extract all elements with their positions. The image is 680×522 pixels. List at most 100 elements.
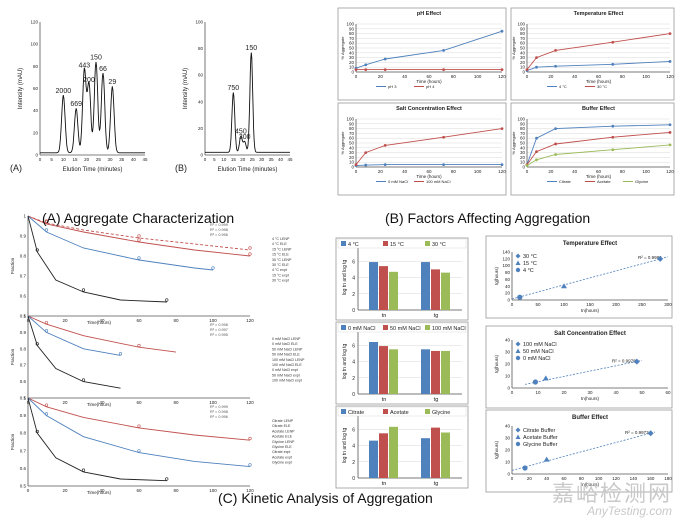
b3-point xyxy=(500,127,504,130)
e1-y-tick: 40 xyxy=(505,284,511,289)
e3-point-triangle xyxy=(543,456,550,462)
b4-point xyxy=(611,148,615,152)
e2-r2-label: R² = 0.9978 xyxy=(612,358,636,363)
e2-point-triangle xyxy=(542,375,549,381)
b4-y-tick: 40 xyxy=(520,145,526,150)
b2-y-label: % Aggregate xyxy=(511,36,516,60)
c1-legend-label: 4 °C ELE xyxy=(272,242,287,246)
b3-legend-label: 0 mM NaCl xyxy=(388,179,408,184)
c1-y-label: Fraction xyxy=(10,257,15,274)
b2-y-tick: 90 xyxy=(520,26,526,31)
d2-category-label: tg xyxy=(434,397,439,403)
e1-title: Temperature Effect xyxy=(563,241,617,247)
e3-fit-line xyxy=(511,431,656,471)
b2-y-tick: 50 xyxy=(520,46,526,51)
e1-point-diamond xyxy=(657,255,664,262)
e3-x-tick: 100 xyxy=(595,476,603,481)
b1-x-tick: 120 xyxy=(498,74,506,79)
e1-point-circle xyxy=(517,294,523,300)
b1-point xyxy=(442,68,445,71)
a1-peak-label: 669 xyxy=(70,101,82,108)
a2-peak-label: 750 xyxy=(227,85,239,92)
c1-legend-label: 15 °C LENP xyxy=(272,247,292,251)
a2-y-tick: 100 xyxy=(195,20,203,25)
e2-x-tick: 30 xyxy=(587,390,593,395)
c1-expt-point xyxy=(165,298,169,302)
b1-y-tick: 90 xyxy=(349,26,355,31)
caption-kinetic-analysis: (C) Kinetic Analysis of Aggregation xyxy=(218,490,433,506)
c1-fit-label: R² = 0.999 xyxy=(210,223,228,227)
a1-y-tick: 20 xyxy=(33,130,39,135)
b2-point xyxy=(535,65,538,69)
b3-y-tick: 30 xyxy=(349,150,355,155)
b4-y-tick: 100 xyxy=(517,117,525,122)
b3-point xyxy=(364,151,368,155)
a1-x-tick: 25 xyxy=(96,157,102,162)
e1-y-tick: 60 xyxy=(505,277,511,282)
c3-x-tick: 60 xyxy=(136,488,142,493)
c2-legend-label: 0 mM NaCl LENP xyxy=(272,337,301,341)
b1-y-tick: 10 xyxy=(349,65,355,70)
e1-point-triangle xyxy=(561,283,567,289)
c2-expt-point xyxy=(35,342,39,346)
c2-legend-label: 0 mM NaCl expt xyxy=(272,368,298,372)
a1-x-label: Elution Time (minutes) xyxy=(63,167,123,173)
d3-legend-swatch xyxy=(425,409,430,414)
c1-y-tick: 0.9 xyxy=(20,234,27,239)
b1-frame xyxy=(337,7,507,101)
b4-frame xyxy=(510,102,675,196)
e2-fit-line xyxy=(524,360,643,385)
e3-point-circle xyxy=(522,465,528,471)
d3-legend-box xyxy=(337,406,467,417)
watermark-line1: 嘉峪检测网 xyxy=(551,481,672,507)
e1-x-tick: 150 xyxy=(586,302,594,307)
d2-legend-box xyxy=(337,322,467,333)
e2-y-tick: 40 xyxy=(505,338,511,343)
c2-x-tick: 100 xyxy=(209,400,217,405)
a2-x-tick: 0 xyxy=(204,157,207,162)
e2-frame xyxy=(485,325,673,409)
d3-bar xyxy=(441,432,450,478)
d2-bar xyxy=(441,350,450,394)
e3-legend-label: Citrate Buffer xyxy=(523,428,555,434)
b1-y-tick: 100 xyxy=(346,22,354,27)
d1-category-label: tn xyxy=(382,313,387,319)
e2-x-tick: 0 xyxy=(511,390,514,395)
e3-x-tick: 160 xyxy=(647,476,655,481)
b1-point xyxy=(364,63,368,67)
e2-legend-marker xyxy=(515,348,521,353)
c3-expt-point xyxy=(35,429,39,434)
e3-x-tick: 80 xyxy=(579,476,585,481)
a1-peak-label: 29 xyxy=(108,79,116,86)
b2-legend-label: 30 °C xyxy=(597,84,607,89)
e1-x-tick: 300 xyxy=(664,302,672,307)
d1-y-label: log tn and log tg xyxy=(342,259,348,295)
a1-x-tick: 15 xyxy=(72,157,78,162)
e2-y-tick: 0 xyxy=(507,386,510,391)
c2-fit-curve xyxy=(27,315,121,389)
b1-y-tick: 80 xyxy=(349,31,355,36)
c1-fit-curve xyxy=(27,215,167,303)
b4-x-tick: 20 xyxy=(548,169,554,174)
e2-y-tick: 20 xyxy=(505,362,511,367)
c2-fit-label: R² = 0.997 xyxy=(210,328,228,332)
d3-y-tick: 6 xyxy=(352,427,355,433)
d2-legend-label: 100 mM NaCl xyxy=(432,326,466,332)
b4-point xyxy=(554,127,557,130)
b1-point xyxy=(500,68,504,71)
e1-y-tick: 140 xyxy=(502,250,510,255)
d3-category-label: tg xyxy=(434,481,439,487)
b3-x-tick: 100 xyxy=(474,169,482,174)
d1-legend-label: 30 °C xyxy=(432,242,446,248)
b1-point xyxy=(383,57,387,61)
c3-fit-label: R² = 0.999 xyxy=(210,405,228,409)
c3-y-tick: 0.6 xyxy=(20,466,27,471)
a1-x-tick: 45 xyxy=(142,157,148,162)
c2-legend-label: 50 mM NaCl expt xyxy=(272,373,300,377)
e1-x-tick: 100 xyxy=(560,302,568,307)
c2-fit-label: R² = 0.998 xyxy=(210,323,228,327)
d2-category-label: tn xyxy=(382,397,387,403)
c1-legend-label: 15 °C expt xyxy=(272,273,289,277)
c1-fit-curve xyxy=(27,215,214,271)
c1-x-tick: 100 xyxy=(209,318,217,323)
